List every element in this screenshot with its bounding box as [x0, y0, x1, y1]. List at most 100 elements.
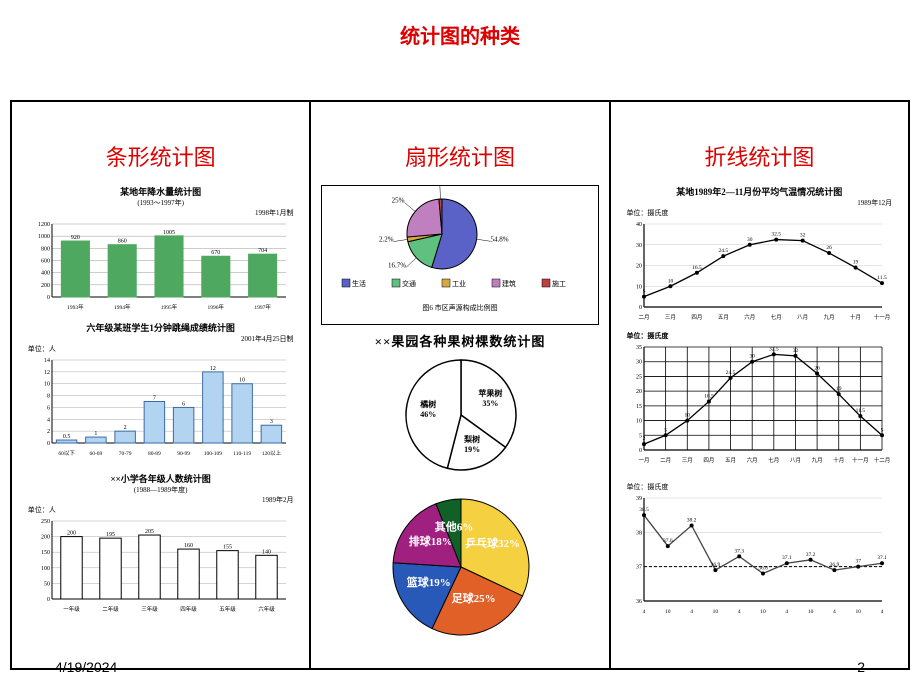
- svg-text:100-109: 100-109: [203, 451, 222, 457]
- svg-text:30: 30: [747, 237, 753, 243]
- svg-text:10: 10: [665, 609, 671, 615]
- svg-text:37: 37: [856, 559, 862, 565]
- svg-text:1994年: 1994年: [114, 303, 131, 311]
- svg-text:800: 800: [41, 246, 50, 252]
- svg-text:0: 0: [47, 597, 50, 603]
- svg-text:120以上: 120以上: [262, 449, 282, 457]
- svg-text:200: 200: [41, 283, 50, 289]
- svg-text:2.2%: 2.2%: [379, 236, 394, 244]
- svg-text:14: 14: [44, 358, 50, 364]
- svg-text:38.5: 38.5: [640, 507, 650, 513]
- svg-text:46%: 46%: [420, 410, 436, 419]
- pie-chart-orchard: ××果园各种果树棵数统计图 苹果树35%梨树19%橘树46%: [321, 331, 599, 486]
- svg-text:十二月: 十二月: [874, 456, 890, 464]
- line3-unit: 单位：摄氏度: [620, 482, 898, 492]
- svg-text:32: 32: [793, 348, 799, 354]
- svg-text:5: 5: [639, 433, 642, 439]
- svg-text:860: 860: [117, 239, 126, 245]
- svg-text:十月: 十月: [834, 456, 845, 464]
- bar2-plot: 024681012140.560以下160-69270-79780-89690-…: [22, 354, 292, 459]
- svg-text:26: 26: [815, 365, 821, 371]
- line-chart-bodytemp: 单位：摄氏度 3637383938.537.638.236.937.336.83…: [620, 482, 898, 627]
- footer-page-number: 2: [857, 659, 865, 675]
- svg-text:50: 50: [44, 581, 50, 587]
- svg-text:39: 39: [636, 496, 642, 502]
- svg-text:670: 670: [211, 250, 220, 256]
- svg-text:10: 10: [713, 609, 719, 615]
- bar2-date: 2001年4月25日制: [22, 334, 300, 344]
- bar-chart-rainfall: 某地年降水量统计图 (1993～1997年) 1998年1月制 02004006…: [22, 185, 300, 315]
- svg-text:704: 704: [258, 248, 267, 254]
- svg-text:六月: 六月: [745, 313, 756, 321]
- svg-text:24.5: 24.5: [726, 370, 736, 376]
- svg-text:0: 0: [47, 441, 50, 447]
- svg-text:五月: 五月: [718, 314, 729, 321]
- svg-text:十一月: 十一月: [853, 456, 870, 464]
- column-pie-title: 扇形统计图: [405, 140, 515, 172]
- svg-text:26: 26: [827, 245, 833, 251]
- bar1-subtitle: (1993～1997年): [22, 198, 300, 208]
- svg-text:六年级: 六年级: [258, 605, 275, 613]
- line-chart-temp1: 某地1989年2—11月份平均气温情况统计图 1989年12月 单位：摄氏度 0…: [620, 185, 898, 325]
- svg-text:110-119: 110-119: [233, 451, 251, 457]
- svg-text:36: 36: [636, 599, 642, 605]
- svg-text:八月: 八月: [798, 314, 809, 321]
- svg-text:16.5: 16.5: [693, 265, 703, 271]
- bar3-title: ××小学各年级人数统计图: [22, 472, 300, 485]
- bar2-unit: 单位：人: [22, 344, 300, 354]
- bar3-plot: 050100150200250200一年级195二年级205三年级160四年级1…: [22, 515, 292, 615]
- svg-text:4: 4: [881, 609, 884, 615]
- svg-text:九月: 九月: [812, 456, 823, 464]
- bar3-unit: 单位：人: [22, 505, 300, 515]
- svg-text:15: 15: [636, 404, 642, 410]
- svg-text:工业: 工业: [452, 279, 466, 288]
- svg-text:建筑: 建筑: [502, 279, 516, 288]
- svg-text:0: 0: [639, 448, 642, 454]
- line1-date: 1989年12月: [620, 198, 898, 208]
- svg-text:20: 20: [636, 264, 642, 270]
- svg-text:四月: 四月: [704, 457, 715, 464]
- svg-text:一月: 一月: [639, 457, 650, 464]
- svg-text:5: 5: [665, 427, 668, 433]
- bar-chart-jumprope: 六年级某班学生1分钟跳绳成绩统计图 2001年4月25日制 单位：人 02468…: [22, 321, 300, 466]
- bar1-title: 某地年降水量统计图: [22, 185, 300, 198]
- svg-text:12: 12: [44, 370, 50, 376]
- bar3-subtitle: (1988—1989年度): [22, 485, 300, 495]
- svg-text:32.5: 32.5: [772, 232, 782, 238]
- svg-text:橘树: 橘树: [419, 399, 436, 409]
- svg-text:2: 2: [123, 425, 126, 431]
- svg-text:60-69: 60-69: [89, 451, 102, 457]
- svg-text:37: 37: [636, 565, 642, 571]
- svg-text:0: 0: [47, 295, 50, 301]
- svg-text:90-99: 90-99: [177, 451, 190, 457]
- svg-text:5: 5: [643, 289, 646, 295]
- svg-text:苹果树: 苹果树: [479, 388, 503, 398]
- svg-text:36.9: 36.9: [711, 562, 721, 568]
- svg-text:四月: 四月: [692, 314, 703, 321]
- line1-title: 某地1989年2—11月份平均气温情况统计图: [620, 185, 898, 198]
- svg-text:6: 6: [182, 401, 185, 407]
- svg-text:100: 100: [41, 566, 50, 572]
- svg-text:足球25%: 足球25%: [452, 591, 496, 605]
- svg-text:梨树: 梨树: [463, 434, 480, 444]
- svg-text:155: 155: [223, 545, 232, 551]
- svg-text:10: 10: [668, 278, 674, 284]
- svg-text:36.8: 36.8: [759, 566, 769, 572]
- pie2-plot: 苹果树35%梨树19%橘树46%: [321, 350, 601, 480]
- svg-text:200: 200: [41, 535, 50, 541]
- bar1-date: 1998年1月制: [22, 208, 300, 218]
- svg-text:4: 4: [738, 609, 741, 615]
- svg-text:10: 10: [856, 609, 862, 615]
- svg-text:24.5: 24.5: [719, 248, 729, 254]
- svg-text:600: 600: [41, 259, 50, 265]
- svg-text:二月: 二月: [661, 457, 672, 464]
- svg-text:8: 8: [47, 394, 50, 400]
- line3-plot: 3637383938.537.638.236.937.336.837.137.2…: [620, 492, 890, 617]
- svg-text:250: 250: [41, 519, 50, 525]
- bar3-date: 1989年2月: [22, 495, 300, 505]
- line1-unit: 单位：摄氏度: [620, 208, 898, 218]
- svg-text:19: 19: [853, 260, 859, 266]
- svg-text:2: 2: [47, 429, 50, 435]
- svg-text:10: 10: [685, 413, 691, 419]
- svg-text:三年级: 三年级: [141, 605, 158, 613]
